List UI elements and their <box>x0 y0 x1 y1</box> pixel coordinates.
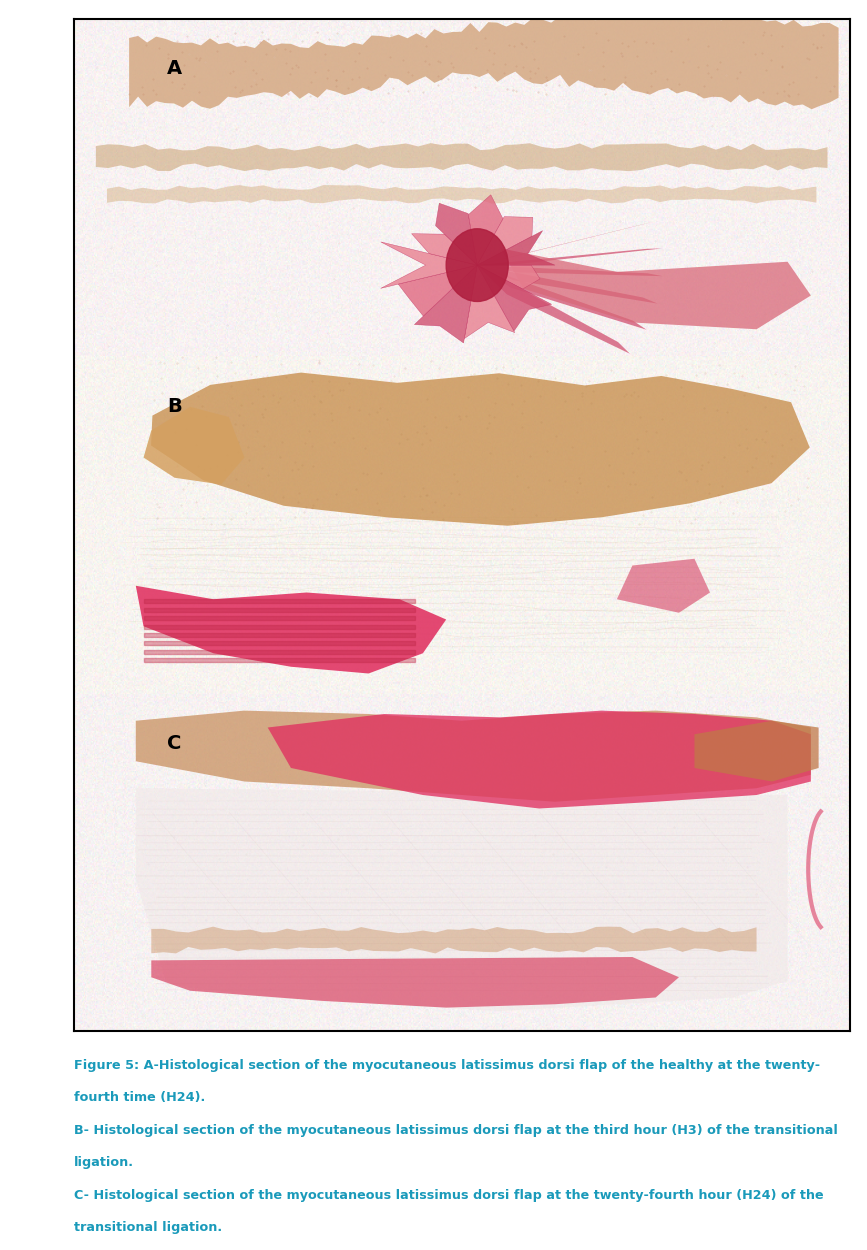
Polygon shape <box>96 144 827 171</box>
Polygon shape <box>129 10 838 109</box>
Polygon shape <box>144 632 415 638</box>
Polygon shape <box>144 659 415 662</box>
Polygon shape <box>477 216 533 265</box>
Polygon shape <box>151 958 679 1008</box>
Polygon shape <box>144 641 415 645</box>
Text: transitional ligation.: transitional ligation. <box>74 1221 222 1234</box>
Polygon shape <box>435 204 477 265</box>
Polygon shape <box>412 234 477 265</box>
Polygon shape <box>268 710 811 809</box>
Polygon shape <box>136 586 447 674</box>
Text: C- Histological section of the myocutaneous latissimus dorsi flap at the twenty-: C- Histological section of the myocutane… <box>74 1189 824 1201</box>
Text: B: B <box>166 396 181 416</box>
Polygon shape <box>468 195 503 265</box>
Polygon shape <box>144 608 415 611</box>
Polygon shape <box>477 265 658 304</box>
Polygon shape <box>477 265 540 289</box>
Polygon shape <box>477 221 655 265</box>
Polygon shape <box>136 710 811 801</box>
Polygon shape <box>151 372 810 526</box>
Polygon shape <box>151 926 757 954</box>
Polygon shape <box>414 265 477 342</box>
Polygon shape <box>398 265 477 316</box>
Text: C: C <box>166 734 181 754</box>
Polygon shape <box>144 406 244 485</box>
Polygon shape <box>477 265 551 331</box>
Text: Figure 5: A-Histological section of the myocutaneous latissimus dorsi flap of th: Figure 5: A-Histological section of the … <box>74 1059 820 1071</box>
Text: fourth time (H24).: fourth time (H24). <box>74 1091 205 1104</box>
Polygon shape <box>465 265 515 339</box>
Polygon shape <box>136 789 787 1011</box>
Polygon shape <box>144 625 415 629</box>
Polygon shape <box>477 265 647 330</box>
Text: B- Histological section of the myocutaneous latissimus dorsi flap at the third h: B- Histological section of the myocutane… <box>74 1124 838 1136</box>
Polygon shape <box>144 650 415 654</box>
Circle shape <box>447 229 508 301</box>
Polygon shape <box>144 616 415 620</box>
Polygon shape <box>500 249 811 329</box>
Polygon shape <box>477 265 663 276</box>
Polygon shape <box>144 599 415 604</box>
Polygon shape <box>477 231 555 265</box>
Polygon shape <box>381 242 477 289</box>
Polygon shape <box>616 559 710 612</box>
Polygon shape <box>694 721 818 781</box>
Text: A: A <box>166 59 182 79</box>
Polygon shape <box>107 185 817 204</box>
Polygon shape <box>477 265 630 354</box>
Text: ligation.: ligation. <box>74 1156 134 1169</box>
Polygon shape <box>477 249 662 265</box>
